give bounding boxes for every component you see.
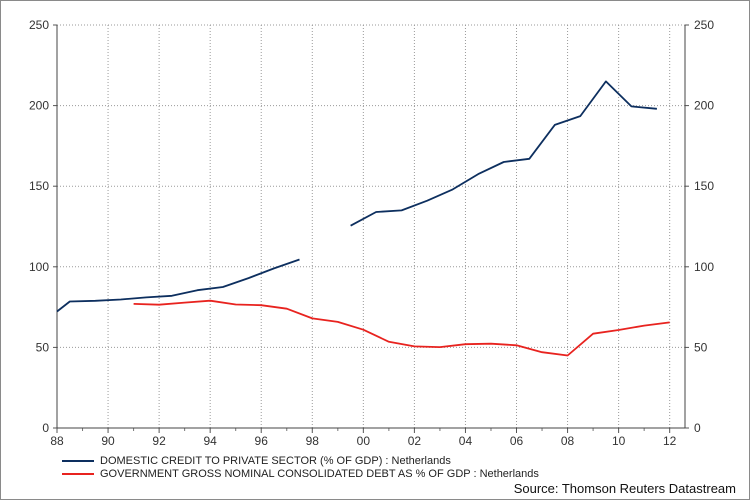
y-tick-label-right-0: 0 — [694, 421, 701, 435]
x-tick-label-90: 90 — [101, 434, 115, 448]
x-tick-label-10: 10 — [612, 434, 626, 448]
y-tick-label-right-200: 200 — [694, 99, 714, 113]
x-tick-label-02: 02 — [408, 434, 422, 448]
x-tick-label-08: 08 — [561, 434, 575, 448]
x-tick-label-96: 96 — [255, 434, 269, 448]
legend-swatch-domestic-credit — [62, 460, 94, 462]
legend-label-domestic-credit: DOMESTIC CREDIT TO PRIVATE SECTOR (% OF … — [100, 455, 451, 467]
legend-item-government-debt: GOVERNMENT GROSS NOMINAL CONSOLIDATED DE… — [62, 468, 539, 480]
y-tick-label-right-50: 50 — [694, 340, 708, 354]
series-0-line-segment-0 — [56, 258, 300, 313]
x-tick-label-00: 00 — [357, 434, 371, 448]
series-lines — [56, 80, 670, 357]
y-tick-label-left-0: 0 — [42, 421, 49, 435]
series-1-line-segment-0 — [133, 299, 670, 357]
series-0-line-segment-1 — [350, 80, 657, 227]
source-note: Source: Thomson Reuters Datastream — [513, 481, 736, 496]
y-tick-label-left-100: 100 — [29, 260, 49, 274]
y-tick-label-right-100: 100 — [694, 260, 714, 274]
x-tick-label-12: 12 — [663, 434, 677, 448]
y-tick-label-left-150: 150 — [29, 179, 49, 193]
y-tick-label-right-150: 150 — [694, 179, 714, 193]
legend-label-government-debt: GOVERNMENT GROSS NOMINAL CONSOLIDATED DE… — [100, 468, 539, 480]
plot-area — [57, 25, 685, 428]
grid-lines — [57, 24, 685, 428]
x-tick-label-94: 94 — [203, 434, 217, 448]
legend-item-domestic-credit: DOMESTIC CREDIT TO PRIVATE SECTOR (% OF … — [62, 455, 451, 467]
x-tick-label-06: 06 — [510, 434, 524, 448]
x-tick-label-92: 92 — [152, 434, 166, 448]
x-tick-label-04: 04 — [459, 434, 473, 448]
y-tick-label-right-250: 250 — [694, 18, 714, 32]
x-tick-label-98: 98 — [306, 434, 320, 448]
axes — [53, 24, 689, 433]
y-tick-label-left-200: 200 — [29, 99, 49, 113]
y-tick-label-left-50: 50 — [36, 340, 50, 354]
x-tick-label-88: 88 — [50, 434, 64, 448]
y-tick-label-left-250: 250 — [29, 18, 49, 32]
legend-swatch-government-debt — [62, 473, 94, 475]
